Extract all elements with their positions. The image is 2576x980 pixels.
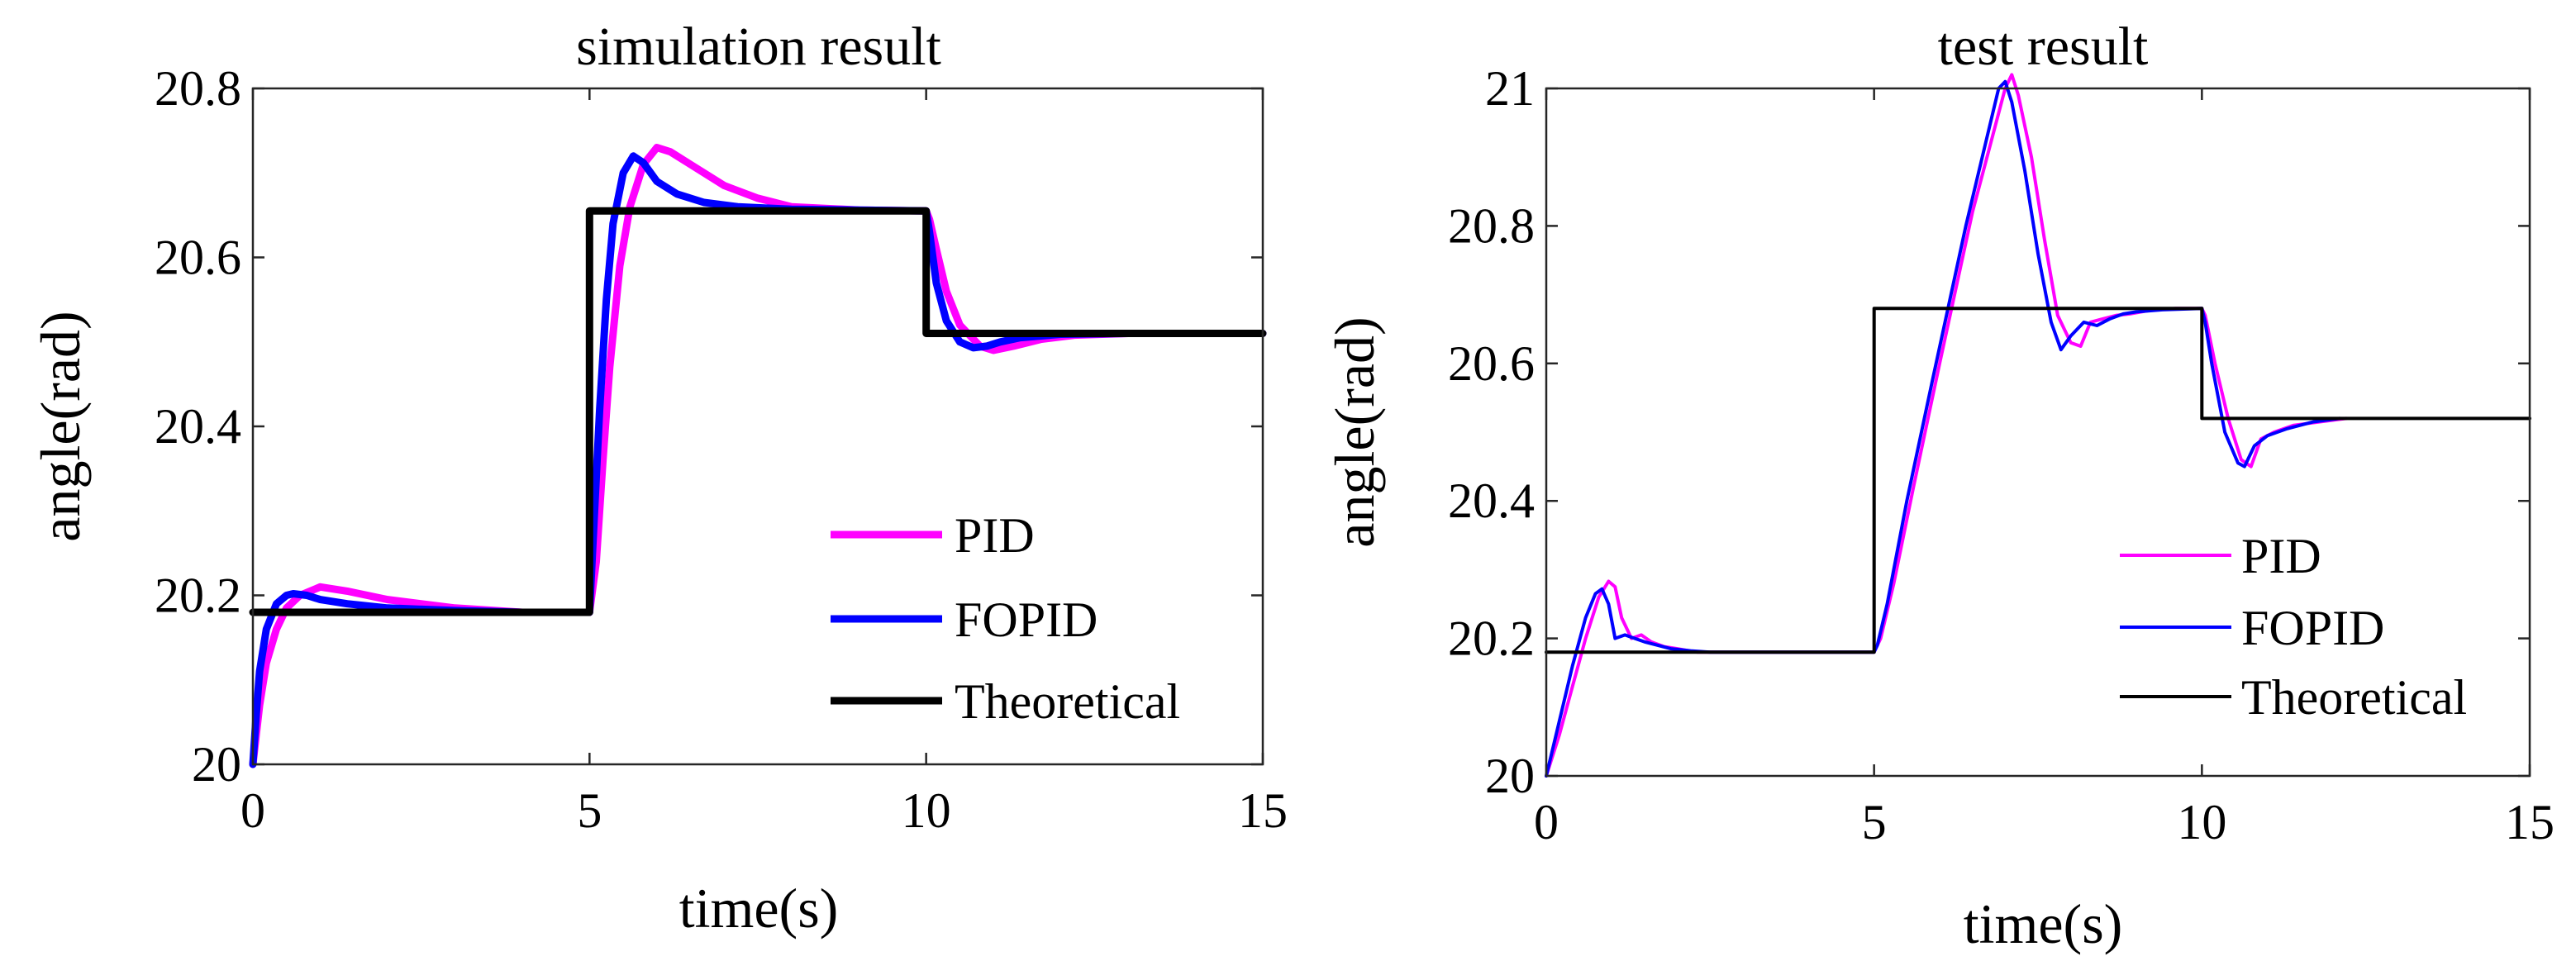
legend-label-fopid: FOPID (2241, 601, 2384, 655)
series-fopid-line (1545, 79, 2341, 778)
legend-label-pid: PID (2241, 529, 2321, 583)
series-theoretical-line (249, 207, 1267, 616)
y-tick-label: 20.2 (155, 568, 241, 623)
legend-label-theoretical: Theoretical (955, 674, 1180, 729)
legend: PID FOPID Theoretical (831, 508, 1180, 729)
legend-label-pid: PID (955, 508, 1035, 563)
y-tick-label: 20 (192, 737, 241, 792)
y-tick-label: 20.6 (1448, 336, 1535, 391)
series-fopid-line (249, 152, 1267, 768)
chart-simulation-result: simulation result 0 5 10 15 20 20.2 20.4… (29, 17, 1288, 940)
y-tick-label: 20.4 (1448, 473, 1535, 528)
x-tick-labels: 0 5 10 15 (240, 783, 1288, 838)
x-tick-label: 5 (577, 783, 602, 838)
x-tick-label: 10 (902, 783, 951, 838)
x-axis-label: time(s) (679, 877, 839, 940)
legend-label-theoretical: Theoretical (2241, 670, 2467, 725)
y-axis-label: angle(rad) (1323, 316, 1386, 547)
y-tick-label: 20.2 (1448, 611, 1535, 666)
y-tick-label: 20.6 (155, 231, 241, 285)
y-tick-label: 20.4 (155, 399, 241, 454)
series-layer (1545, 73, 2531, 778)
legend-label-fopid: FOPID (955, 592, 1098, 647)
y-tick-label: 21 (1485, 61, 1535, 116)
y-tick-label: 20.8 (1448, 198, 1535, 253)
chart-title: simulation result (576, 17, 941, 77)
plot-frame (1545, 87, 2531, 778)
series-theoretical-line (1545, 307, 2531, 654)
y-tick-labels: 20 20.2 20.4 20.6 20.8 (155, 61, 241, 792)
y-tick-label: 20 (1485, 749, 1535, 803)
x-tick-label: 0 (240, 783, 265, 838)
chart-test-result: test result 0 5 10 15 20 20.2 20.4 20.6 … (1323, 17, 2555, 955)
y-tick-label: 20.8 (155, 61, 241, 116)
x-tick-label: 5 (1862, 795, 1887, 849)
series-layer (249, 144, 1267, 768)
y-axis-label: angle(rad) (29, 311, 92, 541)
x-tick-labels: 0 5 10 15 (1534, 795, 2555, 849)
ticks-layer (1545, 87, 2531, 778)
chart-title: test result (1938, 17, 2149, 77)
x-tick-label: 10 (2177, 795, 2226, 849)
x-tick-label: 15 (1238, 783, 1288, 838)
series-pid-line (1545, 73, 2348, 778)
ticks-layer (251, 87, 1264, 766)
series-pid-line (249, 144, 1267, 768)
y-tick-labels: 20 20.2 20.4 20.6 20.8 21 (1448, 61, 1535, 803)
x-tick-label: 15 (2505, 795, 2555, 849)
plot-frame (251, 87, 1264, 766)
legend: PID FOPID Theoretical (2120, 529, 2467, 725)
x-tick-label: 0 (1534, 795, 1559, 849)
x-axis-label: time(s) (1964, 892, 2123, 955)
